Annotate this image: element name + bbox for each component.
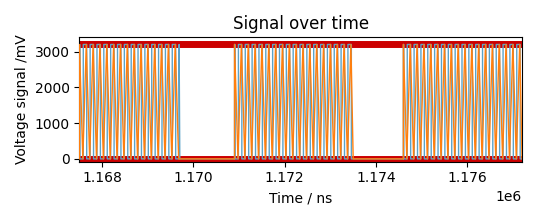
Y-axis label: Voltage signal /mV: Voltage signal /mV: [15, 35, 29, 164]
X-axis label: Time / ns: Time / ns: [269, 191, 332, 205]
Title: Signal over time: Signal over time: [233, 15, 369, 33]
